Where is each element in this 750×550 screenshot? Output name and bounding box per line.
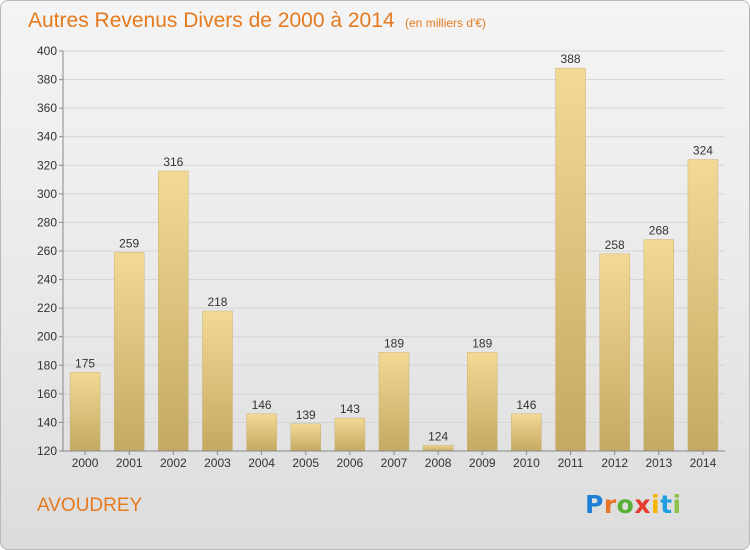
logo-letter: o xyxy=(616,490,635,519)
y-tick-label: 320 xyxy=(37,158,57,172)
logo-letter: t xyxy=(660,490,673,519)
x-tick-label: 2002 xyxy=(160,456,187,470)
bar xyxy=(599,253,630,452)
bar xyxy=(334,417,366,452)
bar xyxy=(422,445,454,452)
proxiti-logo: Proxiti xyxy=(585,490,682,519)
logo-letter: i xyxy=(651,490,661,519)
y-tick-label: 200 xyxy=(37,330,57,344)
data-label: 146 xyxy=(252,398,272,412)
chart-title: Autres Revenus Divers de 2000 à 2014 (en… xyxy=(28,9,486,33)
x-tick-label: 2010 xyxy=(513,456,540,470)
data-label: 175 xyxy=(75,356,95,370)
data-label: 268 xyxy=(649,224,669,238)
y-tick-label: 300 xyxy=(37,187,57,201)
x-tick-label: 2004 xyxy=(248,456,275,470)
bar xyxy=(69,372,101,452)
title-text: Autres Revenus Divers de 2000 à 2014 xyxy=(28,9,395,32)
commune-name: AVOUDREY xyxy=(37,495,143,516)
y-tick-label: 280 xyxy=(37,215,57,229)
x-tick-label: 2001 xyxy=(116,456,143,470)
data-label: 189 xyxy=(472,336,492,350)
x-tick-label: 2011 xyxy=(558,456,584,470)
x-tick-label: 2003 xyxy=(204,456,231,470)
y-tick-label: 340 xyxy=(37,130,57,144)
bar xyxy=(467,352,498,452)
logo-letter: r xyxy=(603,490,617,519)
x-tick-label: 2005 xyxy=(292,456,319,470)
data-label: 316 xyxy=(163,155,183,169)
data-label: 189 xyxy=(384,336,404,350)
bars: 175 259 316 218 146 139 143 189 124 189 146 388 258 2… xyxy=(69,52,719,452)
data-label: 139 xyxy=(296,408,316,422)
x-tick-label: 2009 xyxy=(469,456,496,470)
y-tick-label: 220 xyxy=(37,301,57,315)
y-tick-label: 260 xyxy=(37,244,57,258)
data-label: 143 xyxy=(340,402,360,416)
y-tick-label: 160 xyxy=(37,387,57,401)
data-label: 146 xyxy=(516,398,536,412)
y-tick-label: 180 xyxy=(37,358,57,372)
bar xyxy=(246,413,277,452)
y-tick-label: 380 xyxy=(37,73,57,87)
bar xyxy=(555,67,586,452)
data-label: 258 xyxy=(605,238,625,252)
x-tick-label: 2006 xyxy=(337,456,364,470)
y-tick-label: 240 xyxy=(37,273,57,287)
x-tick-label: 2013 xyxy=(645,456,672,470)
unit-text: (en milliers d'€) xyxy=(405,16,486,30)
bar xyxy=(158,170,189,452)
data-label: 324 xyxy=(693,144,713,158)
x-tick-label: 2008 xyxy=(425,456,452,470)
x-tick-label: 2012 xyxy=(601,456,628,470)
data-label: 388 xyxy=(561,52,581,66)
bar xyxy=(378,352,410,452)
data-label: 124 xyxy=(428,429,448,443)
data-label: 259 xyxy=(119,236,139,250)
bar xyxy=(511,413,542,452)
bar xyxy=(687,159,719,452)
y-tick-label: 140 xyxy=(37,415,57,429)
y-tick-label: 400 xyxy=(37,44,57,58)
axes: 120 140 160 180 200 220 240 260 280 300 320 340 360 3… xyxy=(37,44,725,470)
bar xyxy=(290,423,321,452)
logo-letter: i xyxy=(672,490,682,519)
data-label: 218 xyxy=(207,295,227,309)
logo-letter: x xyxy=(634,490,651,519)
bar xyxy=(113,252,145,452)
x-tick-label: 2000 xyxy=(72,456,99,470)
bar xyxy=(643,239,675,452)
y-tick-label: 120 xyxy=(37,444,57,458)
x-tick-label: 2007 xyxy=(381,456,408,470)
x-tick-label: 2014 xyxy=(690,456,717,470)
logo-letter: P xyxy=(585,490,604,519)
y-tick-label: 360 xyxy=(37,101,57,115)
bar xyxy=(202,310,233,452)
